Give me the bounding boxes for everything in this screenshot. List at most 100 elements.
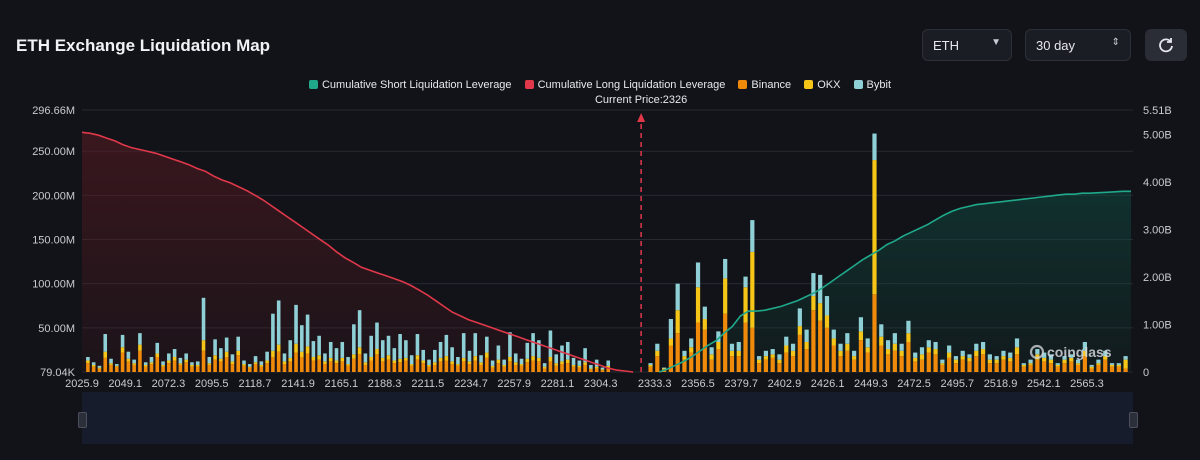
bybit-bar <box>661 367 667 369</box>
bybit-bar <box>1048 354 1054 360</box>
legend-item-bybit[interactable]: Bybit <box>853 79 891 91</box>
bybit-bar <box>689 338 694 348</box>
okx-bar <box>450 361 454 365</box>
binance-bar <box>415 359 420 372</box>
legend-item-short[interactable]: Cumulative Short Liquidation Leverage <box>308 79 512 91</box>
okx-bar <box>777 359 782 364</box>
okx-bar <box>265 360 269 364</box>
okx-bar <box>729 350 735 357</box>
okx-bar <box>352 354 356 359</box>
legend-label: OKX <box>817 79 841 91</box>
bybit-bar <box>190 362 194 365</box>
bybit-bar <box>242 360 246 365</box>
binance-bar <box>213 359 217 372</box>
bybit-bar <box>784 336 789 346</box>
bybit-bar <box>352 324 356 355</box>
binance-bar <box>317 359 321 372</box>
binance-bar <box>149 364 154 372</box>
okx-bar <box>340 357 345 362</box>
legend-item-okx[interactable]: OKX <box>804 79 840 91</box>
okx-bar <box>1055 364 1060 367</box>
legend-swatch <box>853 80 863 89</box>
bybit-bar <box>852 350 857 357</box>
current-price-arrow <box>637 113 646 122</box>
binance-bar <box>824 327 830 372</box>
bybit-bar <box>317 335 321 356</box>
legend-item-binance[interactable]: Binance <box>738 79 791 91</box>
bybit-bar <box>149 356 154 363</box>
okx-bar <box>259 364 264 367</box>
binance-bar <box>467 364 472 372</box>
bybit-bar <box>305 314 310 347</box>
current-price-marker: Current Price:2326 <box>595 94 687 372</box>
okx-bar <box>427 364 431 367</box>
bybit-bar <box>675 283 680 311</box>
binance-bar <box>723 313 728 372</box>
okx-bar <box>606 365 611 368</box>
binance-bar <box>340 361 345 372</box>
refresh-button[interactable] <box>1145 29 1187 61</box>
binance-bar <box>1042 361 1047 372</box>
scroller-right-handle[interactable] <box>1129 412 1138 428</box>
x-tick-label: 2234.7 <box>454 378 488 390</box>
scroller-left-handle[interactable] <box>78 412 87 428</box>
okx-bar <box>818 303 823 321</box>
x-tick-label: 2095.5 <box>195 378 229 390</box>
bybit-bar <box>167 353 171 361</box>
bybit-bar <box>161 361 165 365</box>
x-tick-label: 2304.3 <box>584 378 618 390</box>
legend-item-long[interactable]: Cumulative Long Liquidation Leverage <box>524 79 725 91</box>
okx-bar <box>467 361 472 365</box>
okx-bar <box>716 341 721 350</box>
binance-bar <box>219 361 223 372</box>
bybit-bar <box>824 296 830 316</box>
short-area <box>659 191 1131 372</box>
binance-bar <box>980 354 986 372</box>
okx-bar <box>838 350 843 357</box>
binance-bar <box>1048 363 1054 372</box>
okx-bar <box>554 363 558 366</box>
y-left-tick-label: 250.00M <box>32 146 75 158</box>
binance-bar <box>974 356 979 372</box>
bybit-bar <box>519 358 524 365</box>
bybit-bar <box>831 329 836 339</box>
binance-bar <box>682 359 687 372</box>
bybit-bar <box>97 365 102 368</box>
bybit-bar <box>537 340 541 358</box>
range-select-value: 30 day <box>1036 38 1076 53</box>
okx-bar <box>763 356 769 360</box>
okx-bar <box>288 357 293 362</box>
okx-bar <box>940 363 945 365</box>
binance-bar <box>479 364 483 372</box>
bybit-bar <box>926 340 931 348</box>
bybit-bar <box>485 336 489 353</box>
bybit-bar <box>115 364 119 366</box>
y-right-tick-label: 0 <box>1143 367 1149 379</box>
binance-bar <box>265 363 269 372</box>
bybit-bar <box>879 324 884 337</box>
bybit-bar <box>438 341 443 358</box>
bybit-bar <box>502 359 506 365</box>
range-scroller[interactable] <box>82 392 1133 444</box>
okx-bar <box>709 354 714 360</box>
okx-bar <box>294 343 298 353</box>
binance-bar <box>1109 366 1115 372</box>
binance-bar <box>508 361 512 372</box>
coin-select[interactable]: ETH ▼ <box>922 29 1012 61</box>
bybit-bar <box>1008 352 1013 358</box>
legend-label: Binance <box>751 79 792 91</box>
binance-bar <box>865 352 870 372</box>
binance-bar <box>473 360 478 372</box>
binance-bar <box>899 356 904 372</box>
bybit-bar <box>899 343 904 351</box>
range-select[interactable]: 30 day ⇕ <box>1025 29 1131 61</box>
bybit-bar <box>600 367 605 370</box>
binance-bar <box>490 367 495 372</box>
binance-bar <box>589 369 593 372</box>
okx-bar <box>1089 366 1094 369</box>
binance-bar <box>600 370 605 372</box>
bybit-bar <box>974 343 979 351</box>
okx-bar <box>230 361 235 365</box>
bybit-bar <box>409 355 414 365</box>
binance-bar <box>172 360 177 372</box>
